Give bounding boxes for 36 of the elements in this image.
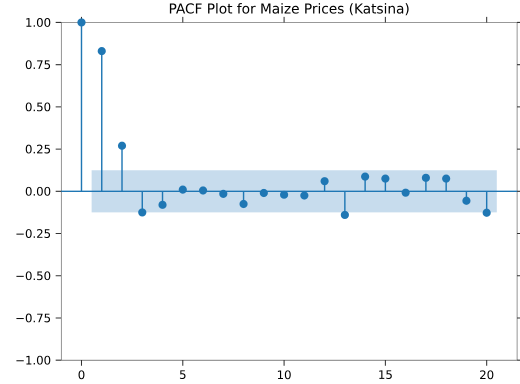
- y-tick-label: 0.50: [26, 102, 50, 112]
- x-tick-label: 5: [180, 370, 186, 380]
- point: [118, 142, 126, 150]
- point: [198, 186, 208, 195]
- point: [462, 196, 471, 206]
- point: [402, 188, 410, 197]
- point: [442, 174, 450, 183]
- chart-title: PACF Plot for Maize Prices (Katsina): [170, 3, 409, 16]
- y-tick-label: −0.75: [16, 314, 50, 323]
- point: [381, 174, 390, 183]
- y-tick-label: −0.50: [16, 272, 50, 280]
- x-tick-label: 15: [379, 370, 392, 380]
- point: [77, 18, 86, 27]
- point: [361, 172, 370, 181]
- x-tick-label: 0: [78, 370, 84, 380]
- point: [300, 192, 308, 200]
- point: [158, 200, 167, 210]
- y-tick-label: 0.00: [26, 187, 50, 196]
- y-tick-label: −0.25: [16, 229, 50, 238]
- y-tick-label: −1.00: [16, 356, 50, 365]
- y-tick-label: 0.75: [26, 60, 50, 70]
- point: [138, 208, 146, 217]
- y-tick-label: 1.00: [26, 18, 50, 28]
- point: [178, 186, 187, 194]
- x-tick-label: 10: [278, 370, 291, 380]
- point: [320, 177, 329, 186]
- point: [239, 200, 248, 208]
- point: [422, 174, 430, 182]
- point: [260, 189, 268, 198]
- y-tick-label: 0.25: [26, 144, 50, 154]
- x-tick-label: 20: [480, 370, 494, 380]
- point: [219, 190, 228, 198]
- point: [340, 211, 349, 220]
- point: [98, 47, 106, 56]
- point: [280, 190, 288, 199]
- point: [482, 208, 491, 218]
